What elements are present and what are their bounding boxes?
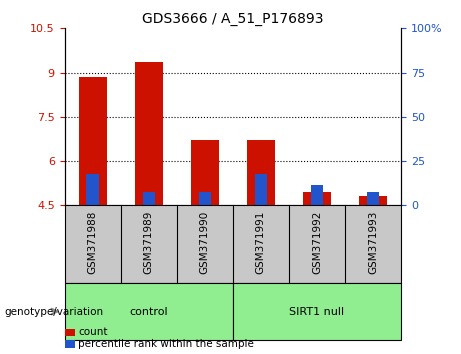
Text: GSM371988: GSM371988 — [88, 211, 98, 274]
Text: GSM371989: GSM371989 — [144, 211, 154, 274]
Bar — [199, 192, 211, 205]
Bar — [86, 175, 99, 205]
Text: genotype/variation: genotype/variation — [5, 307, 104, 316]
Bar — [142, 192, 155, 205]
Text: GSM371993: GSM371993 — [368, 211, 378, 274]
Title: GDS3666 / A_51_P176893: GDS3666 / A_51_P176893 — [142, 12, 324, 26]
Text: GSM371991: GSM371991 — [256, 211, 266, 274]
Bar — [367, 192, 379, 205]
Text: control: control — [130, 307, 168, 316]
Bar — [359, 196, 387, 205]
Bar — [78, 77, 106, 205]
Bar — [311, 185, 323, 205]
Text: GSM371990: GSM371990 — [200, 211, 210, 274]
Bar — [254, 175, 267, 205]
Text: percentile rank within the sample: percentile rank within the sample — [78, 339, 254, 349]
Bar — [135, 62, 163, 205]
Text: GSM371992: GSM371992 — [312, 211, 322, 274]
Text: SIRT1 null: SIRT1 null — [290, 307, 344, 316]
Bar — [303, 192, 331, 205]
Bar — [247, 141, 275, 205]
Text: count: count — [78, 327, 108, 337]
Bar — [191, 141, 219, 205]
